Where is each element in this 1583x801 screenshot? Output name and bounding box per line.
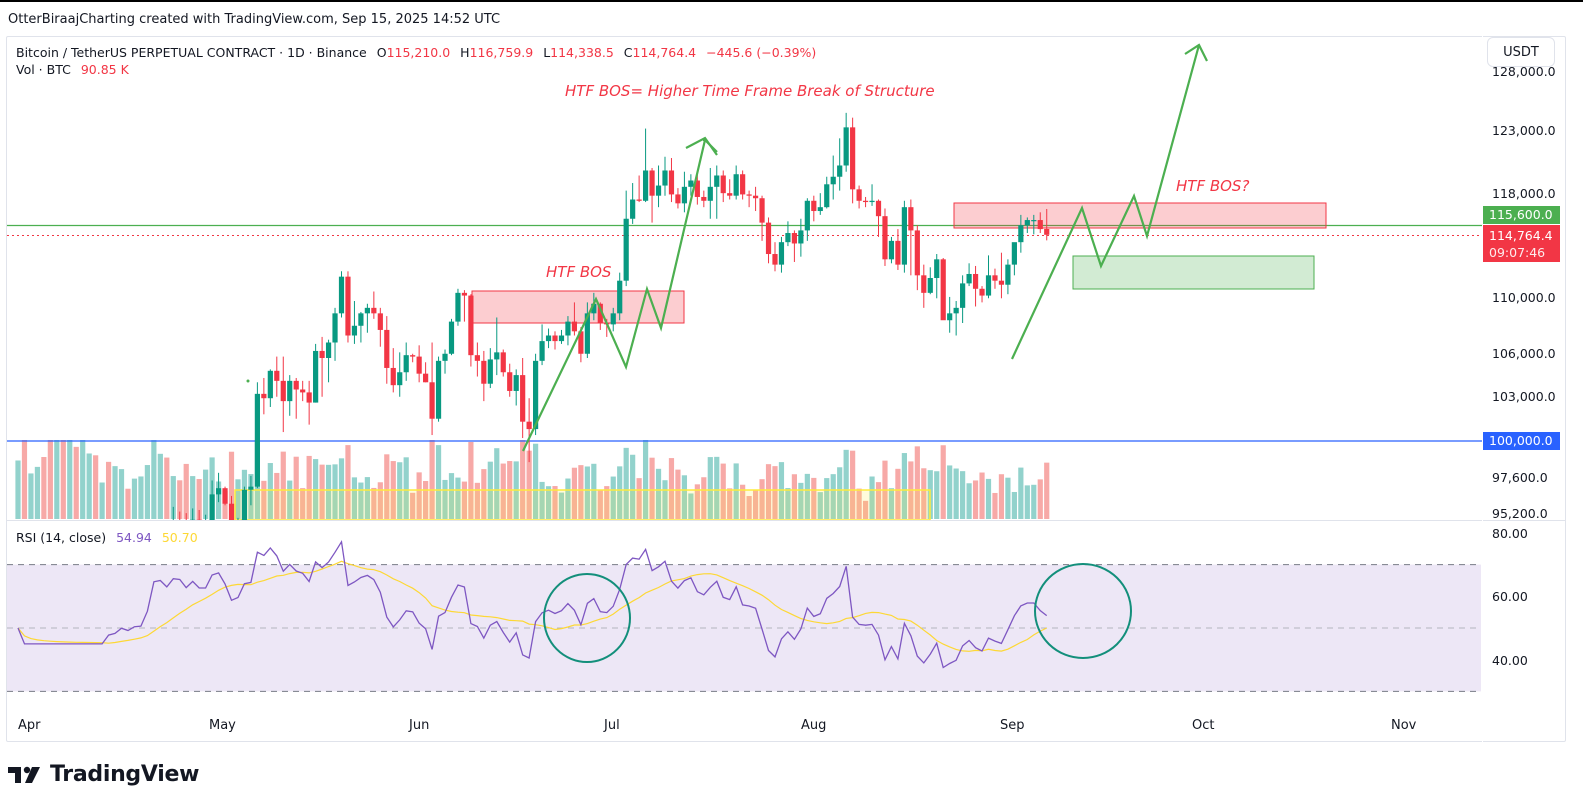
annotation-htf-bos: HTF BOS (546, 263, 612, 281)
annotation-title: HTF BOS= Higher Time Frame Break of Stru… (565, 82, 935, 100)
close-label: C (623, 45, 633, 60)
rsi-ma-value: 50.70 (161, 530, 198, 545)
symbol-legend: Bitcoin / TetherUS PERPETUAL CONTRACT · … (16, 43, 816, 63)
month-label: Nov (1391, 718, 1417, 733)
rsi-tick-label: 80.00 (1492, 526, 1528, 541)
month-label: Jul (604, 718, 620, 733)
change-value: −445.6 (−0.39%) (706, 45, 817, 60)
rsi-tick-label: 40.00 (1492, 653, 1528, 668)
countdown-value: 09:07:46 (1489, 245, 1546, 260)
price-tick-label: 110,000.0 (1492, 290, 1556, 305)
candles (172, 112, 1050, 520)
top-bar: OtterBiraajCharting created with Trading… (0, 0, 1583, 36)
price-tick-label: 103,000.0 (1492, 389, 1556, 404)
logo-text: TradingView (50, 762, 200, 787)
arrow-head-july-2 (685, 136, 718, 156)
ohlc-values: O115,210.0 H116,759.9 L114,338.5 C114,76… (371, 45, 817, 60)
low-label: L (543, 45, 551, 60)
symbol-title[interactable]: Bitcoin / TetherUS PERPETUAL CONTRACT · … (16, 45, 367, 60)
rsi-circle-june[interactable] (543, 573, 631, 663)
htf-bos-zone-june[interactable] (471, 290, 685, 324)
annotation-htf-bos-question: HTF BOS? (1176, 177, 1250, 195)
volume-legend: Vol · BTC 90.85 K (16, 62, 129, 77)
tradingview-logo[interactable]: TradingView (8, 762, 199, 787)
last-price-tag: 114,764.4 09:07:46 (1483, 225, 1560, 262)
rsi-ma-line (17, 560, 1047, 652)
arrow-head-up (1184, 43, 1208, 62)
chart-frame (6, 36, 1566, 742)
price-tick-label: 123,000.0 (1492, 123, 1556, 138)
credit-text: OtterBiraajCharting created with Trading… (8, 12, 501, 27)
month-label: Sep (1000, 718, 1025, 733)
currency-button[interactable]: USDT (1487, 37, 1555, 67)
high-label: H (460, 45, 470, 60)
rsi-legend: RSI (14, close) 54.94 50.70 (16, 530, 198, 545)
rsi-circle-sep[interactable] (1034, 563, 1132, 659)
price-tick-label: 118,000.0 (1492, 186, 1556, 201)
projection-path-sep[interactable] (1011, 44, 1201, 360)
month-label: Oct (1192, 718, 1215, 733)
blue-level-tag: 100,000.0 (1483, 432, 1560, 450)
tradingview-logo-icon (8, 766, 40, 783)
volume-value: 90.85 K (80, 62, 129, 77)
price-tick-label: 97,600.0 (1492, 470, 1548, 485)
low-value: 114,338.5 (550, 45, 614, 60)
projection-path-june-july[interactable] (522, 139, 707, 452)
last-price-value: 114,764.4 (1489, 228, 1553, 243)
volume-highlight-box[interactable] (234, 489, 931, 521)
demand-zone[interactable] (1072, 255, 1315, 290)
price-tick-label: 128,000.0 (1492, 64, 1556, 79)
rsi-line (17, 539, 1048, 669)
close-value: 114,764.4 (632, 45, 697, 60)
month-label: May (209, 718, 236, 733)
price-tick-label: 95,200.0 (1492, 506, 1548, 521)
rsi-tick-label: 60.00 (1492, 589, 1528, 604)
open-value: 115,210.0 (386, 45, 451, 60)
month-label: Aug (801, 718, 827, 733)
price-tick-label: 106,000.0 (1492, 346, 1556, 361)
month-label: Apr (18, 718, 41, 733)
rsi-label[interactable]: RSI (14, close) (16, 530, 107, 545)
month-label: Jun (409, 718, 430, 733)
open-label: O (376, 45, 387, 60)
rsi-value: 54.94 (116, 530, 152, 545)
volume-label[interactable]: Vol · BTC (16, 62, 71, 77)
high-value: 116,759.9 (469, 45, 534, 60)
green-level-tag: 115,600.0 (1483, 206, 1560, 224)
